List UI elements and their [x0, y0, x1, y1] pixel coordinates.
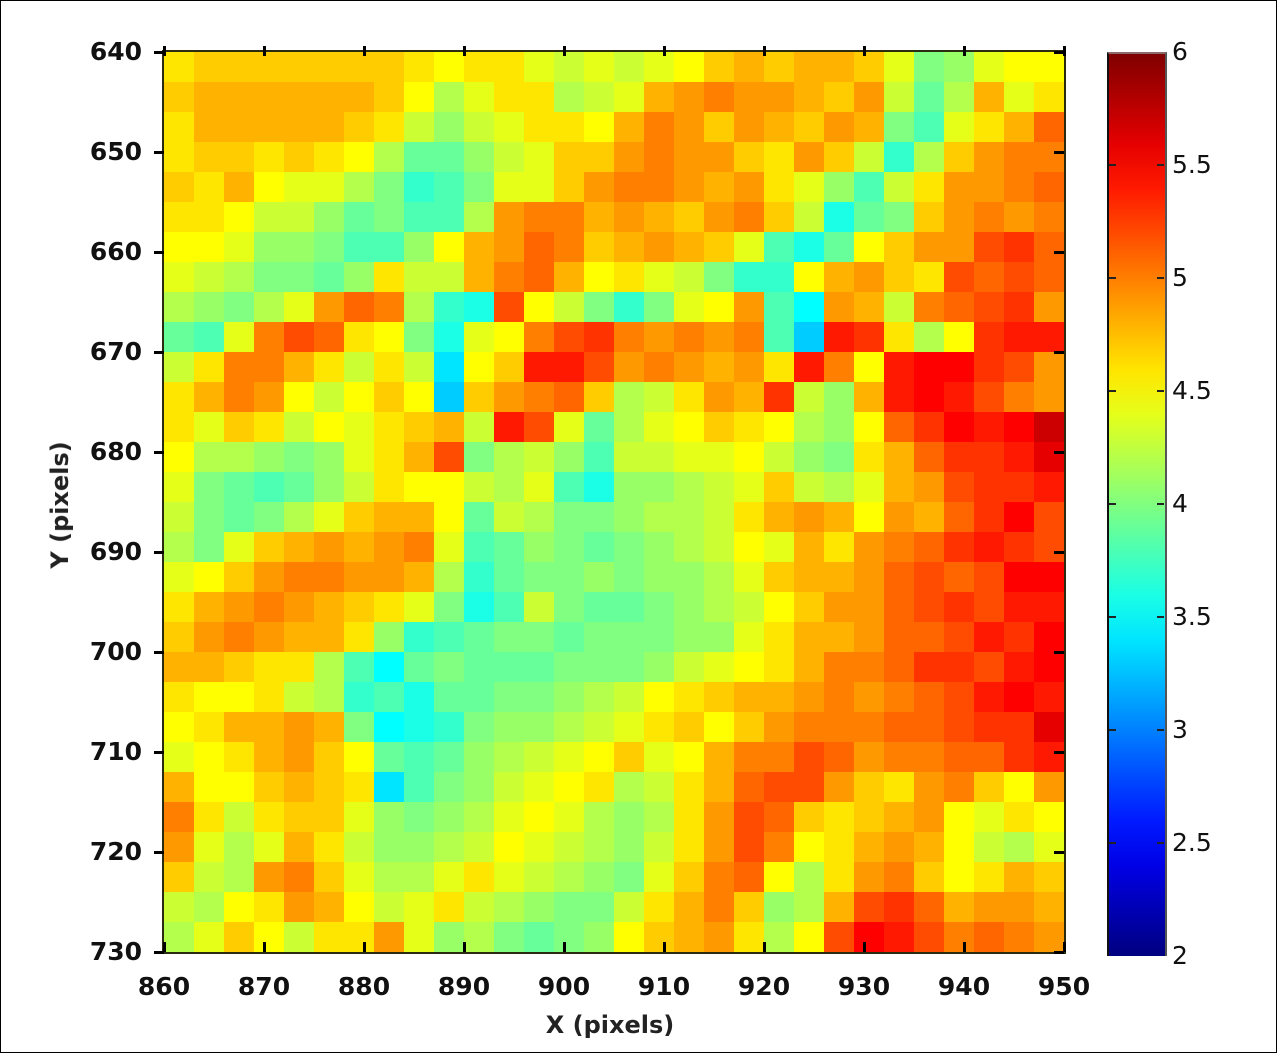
y-tick-label: 680: [89, 437, 142, 466]
y-tick-mark-right: [1054, 751, 1064, 754]
colorbar-tick-mark: [1109, 503, 1116, 505]
y-tick-mark-right: [1054, 951, 1064, 954]
x-tick-label: 890: [437, 972, 491, 1001]
x-tick-label: 870: [237, 972, 291, 1001]
colorbar-tick-mark: [1109, 616, 1116, 618]
colorbar-tick-label: 6: [1172, 37, 1188, 66]
x-tick-mark: [463, 942, 466, 952]
x-tick-label: 880: [337, 972, 391, 1001]
colorbar-tick-mark: [1109, 277, 1116, 279]
x-tick-mark-top: [963, 46, 966, 56]
x-tick-mark: [263, 942, 266, 952]
colorbar-tick-label: 4.5: [1172, 376, 1212, 405]
y-tick-mark: [154, 151, 164, 154]
colorbar-tick-label: 3: [1172, 715, 1188, 744]
colorbar-tick-label: 3.5: [1172, 602, 1212, 631]
y-tick-label: 710: [89, 737, 142, 766]
x-tick-label: 940: [937, 972, 991, 1001]
x-tick-mark: [1063, 942, 1066, 952]
x-tick-mark-top: [363, 46, 366, 56]
y-tick-label: 640: [89, 37, 142, 66]
x-tick-mark-top: [863, 46, 866, 56]
x-tick-mark: [963, 942, 966, 952]
colorbar-tick-mark: [1109, 729, 1116, 731]
x-axis-title: X (pixels): [545, 1011, 675, 1039]
colorbar: [1107, 52, 1167, 956]
x-tick-mark-top: [663, 46, 666, 56]
x-tick-mark-top: [763, 46, 766, 56]
y-tick-mark-right: [1054, 351, 1064, 354]
colorbar-tick-mark: [1109, 842, 1116, 844]
y-tick-mark-right: [1054, 51, 1064, 54]
y-tick-label: 670: [89, 337, 142, 366]
x-tick-label: 910: [637, 972, 691, 1001]
y-tick-mark: [154, 651, 164, 654]
y-tick-label: 700: [89, 637, 142, 666]
y-tick-mark: [154, 751, 164, 754]
y-tick-mark: [154, 351, 164, 354]
heatmap-plot-area: [162, 50, 1066, 954]
x-tick-mark-top: [463, 46, 466, 56]
y-tick-mark: [154, 51, 164, 54]
colorbar-tick-label: 2.5: [1172, 828, 1212, 857]
y-tick-label: 660: [89, 237, 142, 266]
x-tick-label: 860: [137, 972, 191, 1001]
x-tick-mark: [163, 942, 166, 952]
y-tick-mark: [154, 951, 164, 954]
colorbar-tick-label: 5.5: [1172, 150, 1212, 179]
x-tick-mark-top: [163, 46, 166, 56]
x-tick-label: 950: [1037, 972, 1091, 1001]
colorbar-tick-mark: [1157, 390, 1164, 392]
x-tick-mark-top: [263, 46, 266, 56]
colorbar-tick-mark: [1157, 277, 1164, 279]
y-tick-mark-right: [1054, 451, 1064, 454]
x-tick-label: 920: [737, 972, 791, 1001]
colorbar-tick-mark: [1157, 164, 1164, 166]
heatmap-canvas: [164, 52, 1064, 952]
colorbar-tick-mark: [1157, 729, 1164, 731]
x-tick-mark: [563, 942, 566, 952]
y-tick-mark: [154, 451, 164, 454]
y-axis-title: Y (pixels): [46, 441, 74, 569]
x-tick-mark: [363, 942, 366, 952]
y-tick-label: 690: [89, 537, 142, 566]
colorbar-tick-mark: [1109, 390, 1116, 392]
colorbar-tick-mark: [1157, 503, 1164, 505]
y-tick-mark-right: [1054, 851, 1064, 854]
y-tick-mark-right: [1054, 151, 1064, 154]
x-tick-label: 900: [537, 972, 591, 1001]
y-tick-mark-right: [1054, 551, 1064, 554]
colorbar-tick-mark: [1157, 616, 1164, 618]
x-tick-mark-top: [1063, 46, 1066, 56]
colorbar-tick-mark: [1157, 842, 1164, 844]
colorbar-tick-mark: [1109, 164, 1116, 166]
x-tick-label: 930: [837, 972, 891, 1001]
y-tick-mark-right: [1054, 251, 1064, 254]
x-tick-mark: [763, 942, 766, 952]
colorbar-tick-label: 5: [1172, 263, 1188, 292]
x-tick-mark: [663, 942, 666, 952]
x-tick-mark-top: [563, 46, 566, 56]
y-tick-label: 720: [89, 837, 142, 866]
colorbar-tick-label: 4: [1172, 489, 1188, 518]
y-tick-mark: [154, 851, 164, 854]
y-tick-mark: [154, 251, 164, 254]
y-tick-mark: [154, 551, 164, 554]
y-tick-label: 730: [89, 937, 142, 966]
y-tick-label: 650: [89, 137, 142, 166]
x-tick-mark: [863, 942, 866, 952]
y-tick-mark-right: [1054, 651, 1064, 654]
colorbar-tick-label: 2: [1172, 941, 1188, 970]
